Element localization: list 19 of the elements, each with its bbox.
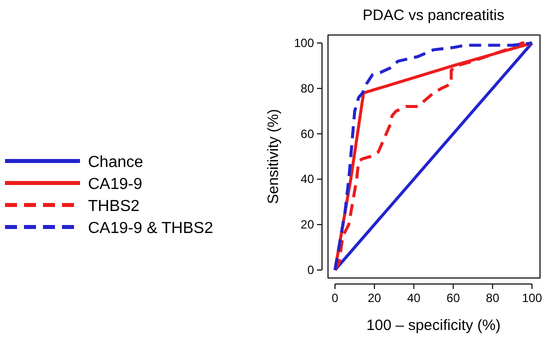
y-tick-label: 100 (294, 36, 314, 50)
x-tick-label: 60 (446, 291, 460, 305)
y-tick-label: 20 (300, 218, 314, 232)
y-axis-title: Sensitivity (%) (265, 108, 282, 204)
y-tick-label: 0 (307, 263, 314, 277)
x-tick-label: 100 (522, 291, 542, 305)
chart-title: PDAC vs pancreatitis (362, 7, 504, 24)
y-tick-label: 40 (300, 172, 314, 186)
legend-label: CA19-9 (88, 176, 142, 193)
legend-label: Chance (88, 154, 144, 171)
x-tick-label: 0 (332, 291, 339, 305)
x-tick-label: 20 (368, 291, 382, 305)
x-tick-label: 40 (407, 291, 421, 305)
x-tick-label: 80 (486, 291, 500, 305)
y-tick-label: 60 (300, 126, 314, 141)
y-tick-label: 80 (300, 81, 314, 96)
x-axis-title: 100 – specificity (%) (366, 317, 501, 334)
legend-label: THBS2 (88, 198, 140, 215)
legend-label: CA19-9 & THBS2 (88, 220, 214, 237)
